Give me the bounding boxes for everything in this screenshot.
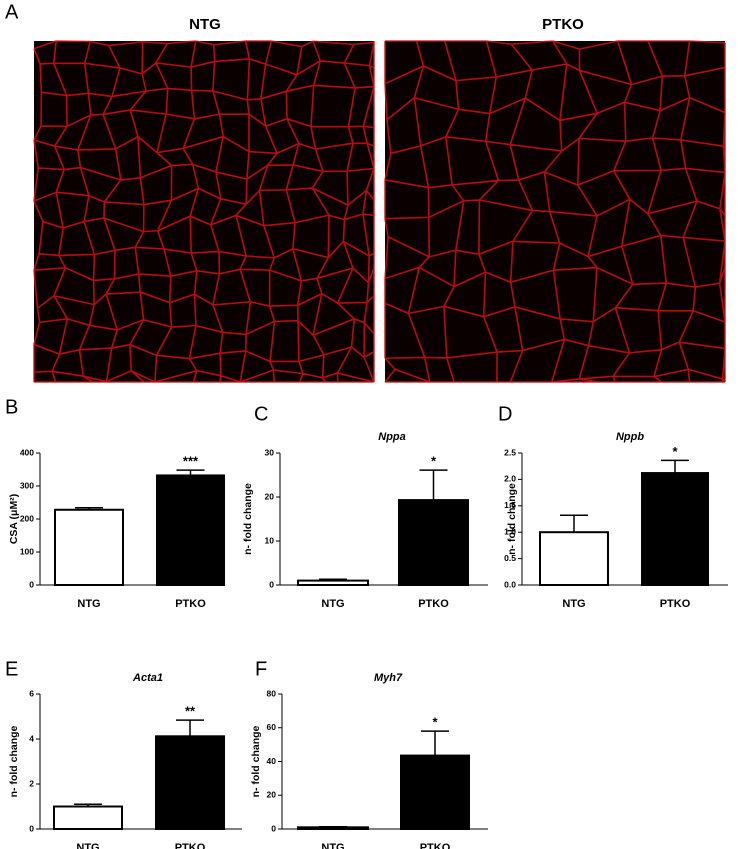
bar [400, 754, 470, 830]
panel-label: F [255, 658, 267, 680]
significance: * [432, 715, 438, 730]
y-tick-label: 10 [265, 535, 275, 545]
y-tick-label: 0.5 [504, 553, 516, 563]
y-axis-label: n- fold change [8, 725, 20, 797]
y-tick-label: 1.0 [504, 526, 516, 536]
significance: * [431, 454, 437, 469]
y-tick-label: 6 [29, 688, 34, 698]
y-tick-label: 200 [20, 513, 34, 523]
significance: ** [185, 704, 196, 719]
panel-label: D [498, 403, 512, 425]
y-tick-label: 0.0 [504, 579, 516, 589]
y-axis-label: n- fold change [242, 483, 254, 555]
bar [54, 508, 124, 587]
y-axis-label: n- fold change [250, 725, 262, 797]
bar [641, 472, 709, 586]
y-axis-label: n- fold change [506, 483, 518, 555]
bar [539, 531, 609, 587]
x-tick-label: NTG [321, 842, 344, 849]
x-tick-label: PTKO [418, 598, 449, 610]
y-tick-label: 100 [20, 546, 34, 556]
y-tick-label: 2.5 [504, 447, 516, 457]
panel-label: C [254, 403, 268, 425]
chart-title: Myh7 [374, 672, 403, 684]
micrograph [384, 40, 726, 383]
bar [156, 474, 225, 586]
bar [297, 826, 369, 830]
panel-label: E [5, 658, 18, 680]
cell-membranes [33, 40, 375, 383]
micrograph [33, 40, 375, 383]
y-tick-label: 20 [265, 491, 275, 501]
bar [155, 735, 225, 830]
y-tick-label: 0 [29, 823, 34, 833]
y-tick-label: 20 [267, 790, 277, 800]
x-tick-label: NTG [77, 598, 100, 610]
panel-label: A [5, 1, 19, 23]
bar [297, 579, 369, 586]
y-tick-label: 30 [265, 447, 275, 457]
image-title: NTG [189, 16, 221, 33]
chart-title: Nppa [378, 431, 406, 443]
y-axis-label: CSA (μM²) [8, 494, 20, 544]
y-tick-label: 1.5 [504, 500, 516, 510]
y-tick-label: 400 [20, 447, 34, 457]
image-title: PTKO [542, 16, 584, 33]
x-tick-label: NTG [562, 598, 585, 610]
panel-label: B [5, 396, 18, 418]
x-tick-label: NTG [321, 598, 344, 610]
y-tick-label: 2.0 [504, 474, 516, 484]
significance: * [672, 444, 678, 459]
cell-membranes [384, 40, 726, 383]
significance: *** [183, 454, 199, 469]
x-tick-label: PTKO [175, 842, 206, 849]
x-tick-label: NTG [76, 842, 99, 849]
y-tick-label: 4 [29, 733, 34, 743]
y-tick-label: 40 [267, 756, 277, 766]
chart-title: Nppb [616, 431, 644, 443]
y-tick-label: 300 [20, 480, 34, 490]
y-tick-label: 0 [269, 579, 274, 589]
y-tick-label: 2 [29, 778, 34, 788]
x-tick-label: PTKO [420, 842, 451, 849]
y-tick-label: 0 [271, 823, 276, 833]
y-tick-label: 0 [29, 579, 34, 589]
x-tick-label: PTKO [660, 598, 691, 610]
x-tick-label: PTKO [175, 598, 206, 610]
y-tick-label: 60 [267, 722, 277, 732]
bar [398, 499, 469, 586]
chart-title: Acta1 [132, 672, 163, 684]
y-tick-label: 80 [267, 688, 277, 698]
bar [53, 805, 123, 830]
